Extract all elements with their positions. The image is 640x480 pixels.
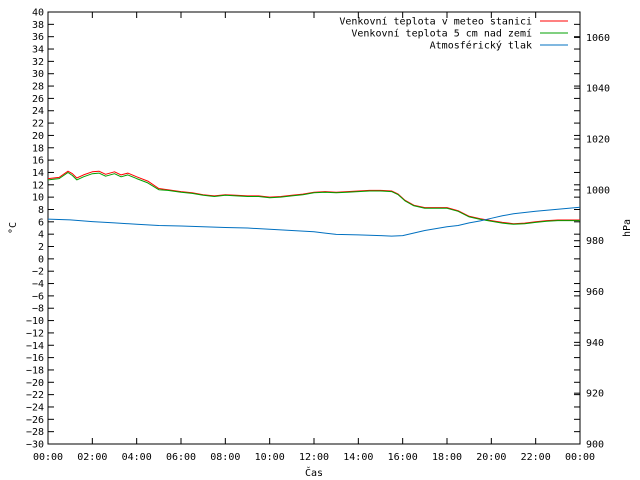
right-axis: 900 920 940 960 980 1000 1020 1040 1060 — [574, 33, 610, 451]
y-left-tick-label: −20 — [26, 378, 44, 389]
plot-frame — [47, 11, 581, 445]
y-left-tick-label: −26 — [26, 415, 44, 426]
y-right-tick-label: 1000 — [586, 185, 610, 196]
y-left-tick-label: −16 — [26, 353, 44, 364]
x-tick-label: 00:00 — [565, 452, 595, 463]
y-left-tick-label: 0 — [38, 254, 44, 265]
y-right-tick-label: 980 — [586, 236, 604, 247]
y-left-tick-label: 10 — [32, 193, 44, 204]
y-left-tick-label: −12 — [26, 328, 44, 339]
y-left-tick-label: 34 — [32, 45, 44, 56]
y-left-tick-label: −18 — [26, 365, 44, 376]
series-lines — [47, 170, 581, 237]
y-left-tick-label: −4 — [32, 279, 44, 290]
y-left-tick-label: 12 — [32, 180, 44, 191]
x-tick-label: 18:00 — [432, 452, 462, 463]
y-right-tick-label: 1040 — [586, 84, 610, 95]
x-tick-label: 02:00 — [77, 452, 107, 463]
x-tick-label: 10:00 — [255, 452, 285, 463]
series-line-2 — [47, 172, 580, 225]
x-axis-title: Čas — [305, 466, 323, 479]
legend-label-1: Venkovní teplota v meteo stanici — [339, 16, 532, 28]
y-left-tick-label: −2 — [32, 267, 44, 278]
y-left-tick-label: −22 — [26, 390, 44, 401]
y-left-tick-label: 18 — [32, 143, 44, 154]
y-left-tick-label: 30 — [32, 69, 44, 80]
y-left-tick-label: −28 — [26, 427, 44, 438]
y-left-tick-label: −10 — [26, 316, 44, 327]
legend-label-2: Venkovní teplota 5 cm nad zemí — [351, 28, 532, 40]
series-line-3 — [47, 206, 581, 237]
x-tick-label: 16:00 — [388, 452, 418, 463]
y-left-tick-label: 6 — [38, 217, 44, 228]
y-right-tick-label: 940 — [586, 338, 604, 349]
x-tick-label: 20:00 — [476, 452, 506, 463]
x-tick-label: 00:00 — [33, 452, 63, 463]
x-tick-label: 22:00 — [521, 452, 551, 463]
y-right-tick-label: 920 — [586, 389, 604, 400]
legend: Venkovní teplota v meteo staniciVenkovní… — [339, 16, 568, 52]
y-left-tick-label: 4 — [38, 230, 44, 241]
y-left-tick-label: 20 — [32, 131, 44, 142]
y-left-tick-label: 28 — [32, 82, 44, 93]
y-left-tick-label: 16 — [32, 156, 44, 167]
y-left-axis-title: °C — [8, 222, 19, 234]
y-left-tick-label: 22 — [32, 119, 44, 130]
x-tick-label: 04:00 — [122, 452, 152, 463]
y-right-tick-label: 1020 — [586, 135, 610, 146]
y-left-tick-label: −8 — [32, 304, 44, 315]
y-right-axis-title: hPa — [622, 219, 633, 237]
y-left-tick-label: 2 — [38, 242, 44, 253]
left-axis: −30−28−26−24−22−20−18−16−14−12−10−8−6−4−… — [26, 8, 580, 451]
y-left-tick-label: 40 — [32, 8, 44, 19]
y-right-tick-label: 1060 — [586, 33, 610, 44]
y-left-tick-label: −6 — [32, 291, 44, 302]
y-left-tick-label: 38 — [32, 20, 44, 31]
y-left-tick-label: 26 — [32, 94, 44, 105]
y-left-tick-label: −14 — [26, 341, 44, 352]
x-tick-label: 14:00 — [343, 452, 373, 463]
y-left-tick-label: 14 — [32, 168, 44, 179]
series-line-1 — [47, 170, 580, 225]
y-left-tick-label: 36 — [32, 32, 44, 43]
y-left-tick-label: −30 — [26, 440, 44, 451]
x-tick-label: 06:00 — [166, 452, 196, 463]
x-tick-label: 12:00 — [299, 452, 329, 463]
y-left-tick-label: 24 — [32, 106, 44, 117]
y-left-tick-label: −24 — [26, 402, 44, 413]
legend-label-3: Atmosférický tlak — [430, 40, 532, 52]
y-left-tick-label: 8 — [38, 205, 44, 216]
y-right-tick-label: 960 — [586, 287, 604, 298]
y-left-tick-label: 32 — [32, 57, 44, 68]
x-axis: 00:00 02:00 04:00 06:00 08:00 10:00 12:00 14:00… — [33, 12, 595, 463]
x-tick-label: 08:00 — [210, 452, 240, 463]
y-right-tick-label: 900 — [586, 440, 604, 451]
